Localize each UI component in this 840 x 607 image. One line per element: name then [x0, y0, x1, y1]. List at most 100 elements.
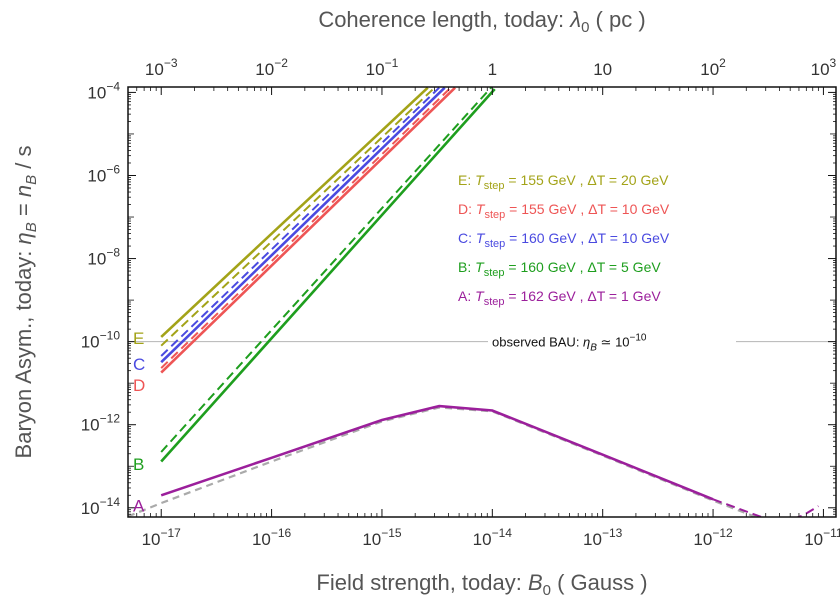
- legend-T-step: 162 GeV: [520, 288, 576, 304]
- legend-T: T: [476, 230, 486, 246]
- legend-colon: :: [467, 288, 475, 304]
- x2-tick-label: 102: [700, 56, 726, 79]
- x-tick-label: 10−13: [583, 526, 623, 549]
- legend-id: D: [458, 201, 468, 217]
- tick-layer: [127, 87, 836, 518]
- x2-tick-base: 10: [593, 60, 612, 79]
- legend-T: T: [476, 201, 486, 217]
- y-tick-label: 10−12: [81, 412, 121, 435]
- x-axis-title-symbol: B: [528, 570, 543, 595]
- legend-delta-T: 10 GeV: [622, 230, 670, 246]
- x-tick-base: 10: [362, 530, 381, 549]
- x-tick-exp: −15: [381, 526, 402, 540]
- x2-tick-exp: −3: [164, 56, 178, 70]
- reference-rel: ≃: [597, 335, 615, 350]
- legend-delta-T: 5 GeV: [621, 259, 661, 275]
- reference-base: 10: [615, 335, 629, 350]
- y-tick-label: 10−6: [87, 162, 120, 185]
- x-tick-label: 10−16: [252, 526, 292, 549]
- x2-axis-title-symbol: λ: [569, 7, 581, 32]
- series-B-solid-line: [160, 88, 496, 463]
- legend-colon: :: [467, 172, 475, 188]
- series-E-dashed-line: [160, 87, 436, 347]
- legend-id: A: [458, 288, 468, 304]
- y-tick-label: 10−14: [81, 495, 121, 518]
- legend-T-step: 155 GeV: [520, 172, 576, 188]
- x2-tick-exp: 3: [830, 56, 837, 70]
- x2-tick-label: 10: [593, 60, 612, 79]
- x-tick-base: 10: [804, 530, 823, 549]
- legend-id: B: [458, 259, 467, 275]
- x2-tick-base: 10: [145, 60, 164, 79]
- reference-prefix: observed BAU:: [492, 335, 583, 350]
- y-tick-exp: −8: [106, 246, 120, 260]
- x2-tick-base: 10: [366, 60, 385, 79]
- legend-delta-prefix: , ΔT =: [577, 230, 622, 246]
- series-C-solid-line: [160, 87, 446, 364]
- y-axis-title-symbol2: n: [11, 185, 36, 197]
- x-tick-base: 10: [142, 530, 161, 549]
- y-tick-exp: −4: [106, 79, 120, 93]
- x-tick-exp: −17: [161, 526, 182, 540]
- y-axis-title-sub: B: [23, 222, 40, 232]
- legend-entry-D: D: Tstep = 155 GeV , ΔT = 10 GeV: [458, 201, 670, 221]
- x-tick-base: 10: [693, 530, 712, 549]
- x-tick-exp: −11: [823, 526, 840, 540]
- reference-line-label: observed BAU: ηB ≃ 10−10: [492, 333, 647, 354]
- series-layer: [128, 87, 836, 517]
- x-axis-title-main: Field strength, today:: [316, 570, 528, 595]
- reference-exp: −10: [630, 333, 647, 344]
- y-tick-base: 10: [81, 499, 100, 518]
- legend-colon: :: [468, 201, 476, 217]
- x-tick-base: 10: [252, 530, 271, 549]
- legend-id: C: [458, 230, 468, 246]
- series-C-dashed-line: [160, 87, 440, 357]
- legend-delta-T: 20 GeV: [621, 172, 669, 188]
- legend-T-sub: step: [484, 267, 505, 279]
- series-B-dashed-line: [160, 87, 494, 453]
- legend-T-step: 160 GeV: [521, 230, 577, 246]
- y-axis-title-eq: =: [11, 197, 36, 222]
- legend-entry-E: E: Tstep = 155 GeV , ΔT = 20 GeV: [458, 172, 669, 192]
- x2-tick-exp: 2: [719, 56, 726, 70]
- y-tick-base: 10: [81, 416, 100, 435]
- legend-eq: =: [504, 288, 520, 304]
- y-axis-title: Baryon Asym., today: ηB = nB / s: [11, 146, 40, 459]
- legend-T-sub: step: [484, 238, 505, 250]
- series-D-solid-line: [160, 87, 457, 374]
- x2-tick-label: 1: [488, 60, 497, 79]
- x2-axis-title-main: Coherence length, today:: [318, 7, 570, 32]
- legend-eq: =: [505, 201, 521, 217]
- legend-eq: =: [504, 259, 520, 275]
- reference-sub: B: [590, 343, 597, 354]
- series-B-end-label: B: [133, 455, 144, 474]
- legend-T: T: [475, 288, 485, 304]
- legend-eq: =: [504, 172, 520, 188]
- series-A-end-label: A: [133, 496, 145, 515]
- series-E-end-label: E: [133, 329, 144, 348]
- x2-axis-title-sub: 0: [581, 19, 589, 36]
- y-axis-title-symbol: η: [11, 232, 36, 244]
- x2-axis-title-unit: ( pc ): [589, 7, 645, 32]
- y-tick-exp: −12: [100, 412, 121, 426]
- x2-tick-base: 1: [488, 60, 497, 79]
- legend-colon: :: [468, 230, 476, 246]
- x2-tick-exp: −1: [385, 56, 399, 70]
- x-tick-label: 10−12: [693, 526, 733, 549]
- x-tick-label: 10−14: [473, 526, 513, 549]
- y-tick-base: 10: [81, 333, 100, 352]
- series-C-end-label: C: [133, 355, 145, 374]
- legend-colon: :: [467, 259, 475, 275]
- y-axis-title-sub2: B: [23, 175, 40, 185]
- x2-tick-base: 10: [700, 60, 719, 79]
- legend-delta-prefix: , ΔT =: [576, 259, 621, 275]
- y-tick-base: 10: [87, 83, 106, 102]
- series-A-dashed-line: [712, 498, 819, 517]
- legend-T: T: [475, 259, 485, 275]
- y-tick-exp: −10: [100, 329, 121, 343]
- y-tick-label: 10−10: [81, 329, 121, 352]
- legend-entry-C: C: Tstep = 160 GeV , ΔT = 10 GeV: [458, 230, 670, 250]
- series-E-solid-line: [160, 87, 429, 338]
- x-axis-title-unit: ( Gauss ): [551, 570, 648, 595]
